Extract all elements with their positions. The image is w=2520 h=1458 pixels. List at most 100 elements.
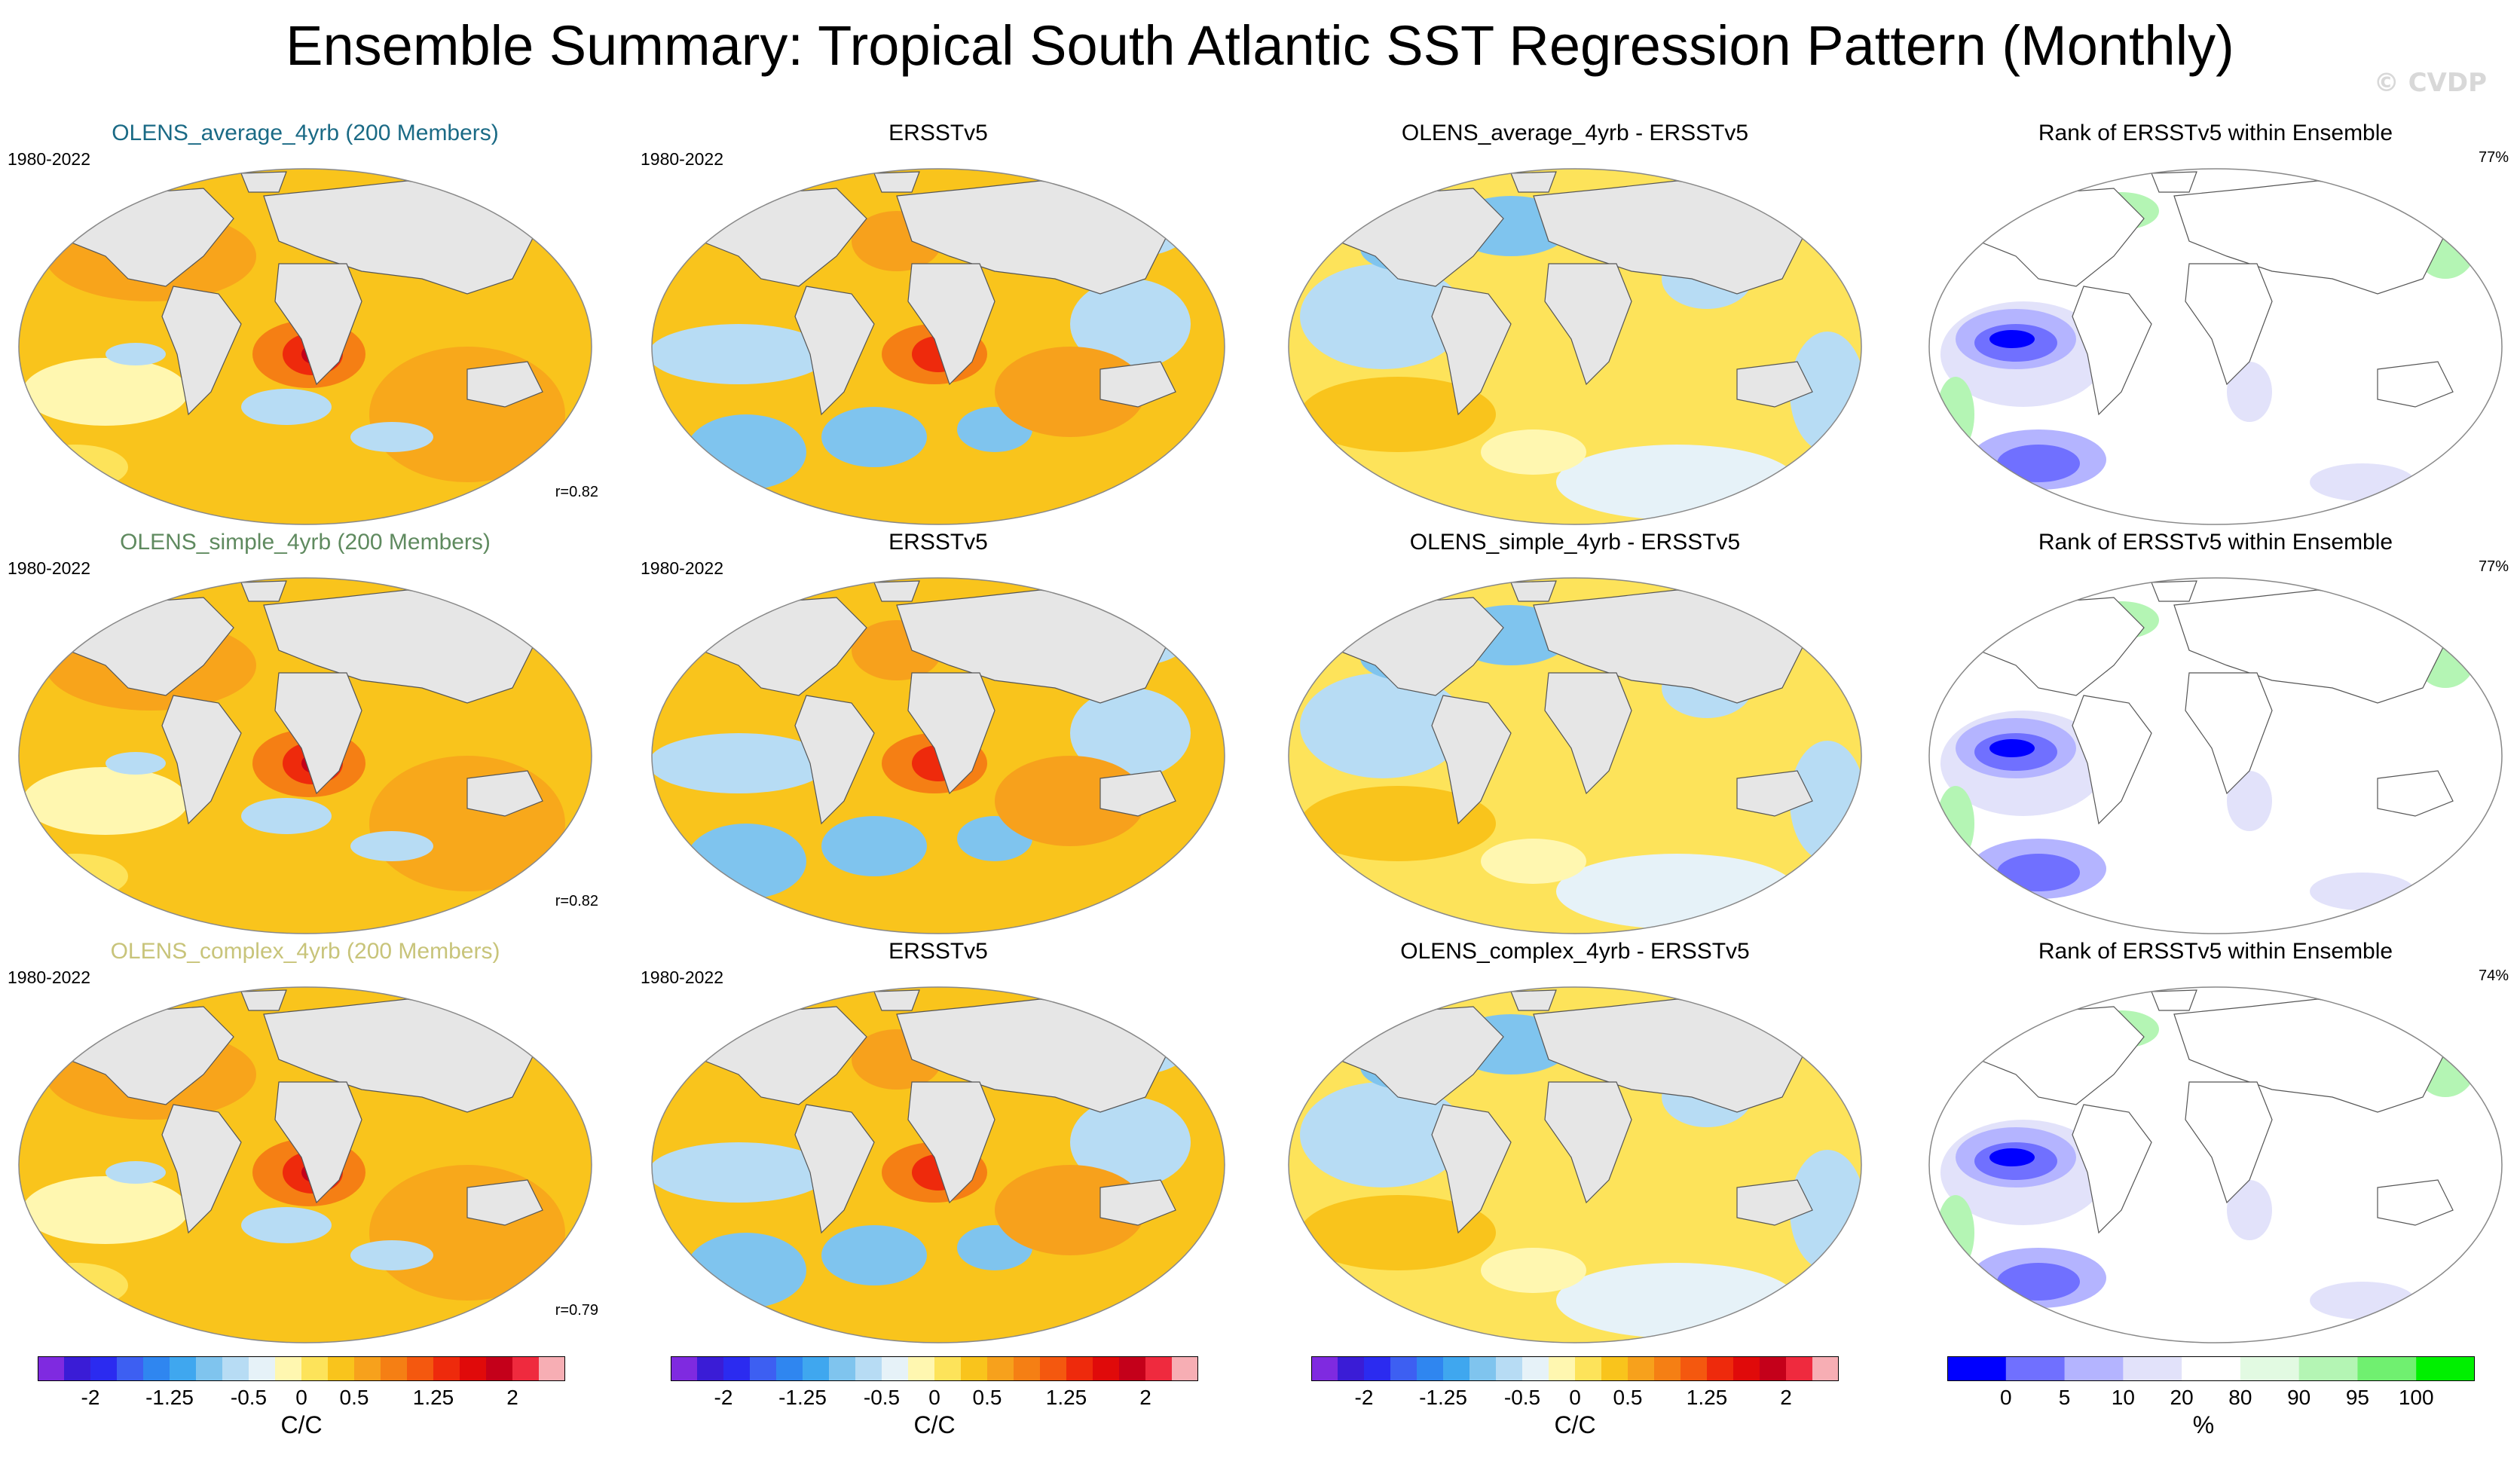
rank-panel-title: Rank of ERSSTv5 within Ensemble	[2038, 121, 2393, 145]
pattern-correlation-label: r=0.79	[555, 1302, 598, 1319]
colorbar-swatch	[539, 1356, 566, 1380]
colorbar-tick-label: 95	[2346, 1386, 2369, 1409]
colorbar-swatch	[1628, 1356, 1655, 1380]
colorbar-swatch	[328, 1356, 355, 1380]
ensemble-map-row-2	[18, 577, 592, 934]
rank-percent-label: 77%	[2478, 558, 2509, 575]
colorbar-tick-label: 0	[928, 1386, 940, 1409]
diff-panel-row-3: OLENS_complex_4yrb - ERSSTv5	[1277, 939, 1873, 1349]
year-range-label: 1980-2022	[8, 149, 90, 169]
colorbar-swatch	[1390, 1356, 1418, 1380]
obs-panel-row-1: ERSSTv5 1980-2022	[641, 121, 1236, 531]
obs-panel-row-3: ERSSTv5 1980-2022	[641, 939, 1236, 1349]
colorbar-swatch	[671, 1356, 698, 1380]
diff-map-row-2	[1288, 577, 1862, 934]
rank-percent-label: 74%	[2478, 967, 2509, 984]
colorbar-swatch	[2123, 1356, 2182, 1380]
colorbar-swatch	[381, 1356, 408, 1380]
diff-map-row-3	[1288, 986, 1862, 1343]
colorbar-swatch	[1681, 1356, 1708, 1380]
ensemble-panel-row-2: OLENS_simple_4yrb (200 Members) 1980-2022…	[8, 530, 603, 940]
obs-panel-title: ERSSTv5	[888, 530, 988, 555]
colorbar-swatch	[2298, 1356, 2358, 1380]
colorbar-swatch	[275, 1356, 302, 1380]
colorbar-border	[38, 1356, 565, 1381]
colorbar-tick-label: -2	[1355, 1386, 1374, 1409]
rank-panel-title: Rank of ERSSTv5 within Ensemble	[2038, 939, 2393, 964]
colorbar-diff: -2 -1.25 -0.5 0 0.5 1.25 2 C/C	[1311, 1356, 1840, 1443]
colorbar-swatch	[934, 1356, 962, 1380]
colorbar-swatch	[143, 1356, 170, 1380]
colorbar-swatch	[460, 1356, 487, 1380]
colorbar-swatch	[1145, 1356, 1173, 1380]
colorbar-swatch	[987, 1356, 1014, 1380]
ensemble-map-row-1	[18, 168, 592, 525]
colorbar-swatch	[1760, 1356, 1787, 1380]
colorbar-swatch	[1014, 1356, 1041, 1380]
colorbar-swatch	[1338, 1356, 1365, 1380]
colorbar-tick-label: 100	[2399, 1386, 2434, 1409]
diff-panel-title: OLENS_average_4yrb - ERSSTv5	[1401, 121, 1749, 145]
obs-panel-title: ERSSTv5	[888, 939, 988, 964]
rank-map-row-3	[1928, 986, 2503, 1343]
colorbar-units-label: C/C	[1554, 1411, 1595, 1438]
colorbar-swatch	[407, 1356, 434, 1380]
diff-panel-row-2: OLENS_simple_4yrb - ERSSTv5	[1277, 530, 1873, 940]
year-range-label: 1980-2022	[641, 967, 723, 987]
ensemble-panel-title: OLENS_average_4yrb (200 Members)	[112, 121, 499, 145]
colorbar-swatch	[1093, 1356, 1120, 1380]
colorbar-units-label: C/C	[280, 1411, 322, 1438]
colorbar-tick-label: 0.5	[340, 1386, 369, 1409]
colorbar-tick-label: 1.25	[1046, 1386, 1087, 1409]
colorbar-swatch	[882, 1356, 909, 1380]
colorbar-tick-label: 0	[295, 1386, 307, 1409]
colorbar-tick-label: -0.5	[864, 1386, 900, 1409]
diff-panel-title: OLENS_simple_4yrb - ERSSTv5	[1409, 530, 1741, 555]
colorbar-swatch	[2005, 1356, 2066, 1380]
colorbar-swatch	[64, 1356, 91, 1380]
rank-panel-row-2: Rank of ERSSTv5 within Ensemble 77%	[1918, 530, 2513, 940]
colorbar-swatch	[222, 1356, 249, 1380]
ensemble-map-row-3	[18, 986, 592, 1343]
colorbar-swatch	[1733, 1356, 1760, 1380]
colorbar-swatch	[301, 1356, 329, 1380]
colorbar-swatch	[1469, 1356, 1497, 1380]
colorbar-swatch	[1812, 1356, 1840, 1380]
colorbar-swatch	[486, 1356, 513, 1380]
colorbar-swatch	[1575, 1356, 1602, 1380]
obs-map-row-3	[651, 986, 1225, 1343]
rank-map-row-2	[1928, 577, 2503, 934]
obs-panel-title: ERSSTv5	[888, 121, 988, 145]
colorbar-swatch	[1947, 1356, 2007, 1380]
rank-panel-title: Rank of ERSSTv5 within Ensemble	[2038, 530, 2393, 555]
colorbar-tick-label: 0	[1569, 1386, 1581, 1409]
colorbar-swatch	[354, 1356, 381, 1380]
rank-panel-row-1: Rank of ERSSTv5 within Ensemble 77%	[1918, 121, 2513, 531]
colorbar-swatch	[1601, 1356, 1629, 1380]
colorbar-units-label: %	[2193, 1411, 2214, 1438]
colorbar-swatch	[249, 1356, 276, 1380]
diff-panel-row-1: OLENS_average_4yrb - ERSSTv5	[1277, 121, 1873, 531]
rank-panel-row-3: Rank of ERSSTv5 within Ensemble 74%	[1918, 939, 2513, 1349]
colorbar-swatch	[196, 1356, 223, 1380]
colorbar-tick-label: 1.25	[1687, 1386, 1728, 1409]
colorbar-swatch	[170, 1356, 197, 1380]
diff-map-row-1	[1288, 168, 1862, 525]
colorbar-swatch	[2357, 1356, 2417, 1380]
colorbar-swatch	[1066, 1356, 1093, 1380]
colorbar-units-label: C/C	[913, 1411, 955, 1438]
colorbar-swatch	[697, 1356, 724, 1380]
colorbar-tick-label: 0.5	[973, 1386, 1002, 1409]
colorbar-swatch	[1443, 1356, 1470, 1380]
colorbar-border	[671, 1356, 1198, 1381]
colorbar-swatch	[803, 1356, 830, 1380]
colorbar-tick-label: 90	[2287, 1386, 2311, 1409]
colorbar-swatch	[750, 1356, 777, 1380]
ensemble-panel-row-3: OLENS_complex_4yrb (200 Members) 1980-202…	[8, 939, 603, 1349]
colorbar-swatch	[2064, 1356, 2124, 1380]
colorbar-tick-label: 20	[2170, 1386, 2194, 1409]
ensemble-panel-title: OLENS_simple_4yrb (200 Members)	[120, 530, 491, 555]
colorbar-swatch	[1786, 1356, 1813, 1380]
colorbar-tick-label: 10	[2112, 1386, 2135, 1409]
colorbar-swatch	[855, 1356, 882, 1380]
